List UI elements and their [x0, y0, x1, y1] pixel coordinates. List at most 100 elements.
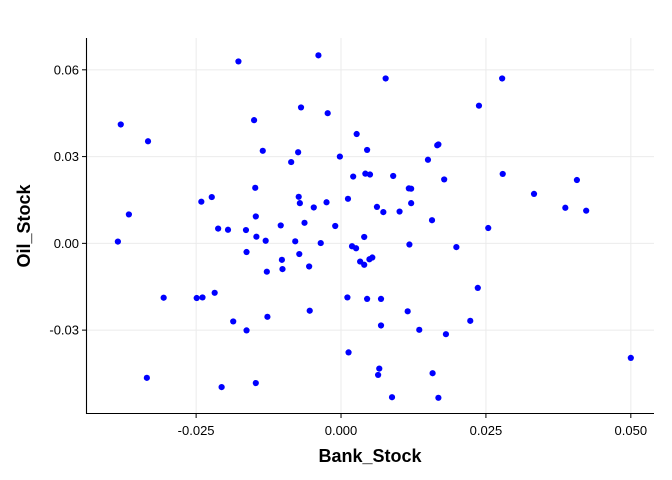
- data-point: [375, 371, 382, 379]
- data-point: [408, 200, 415, 207]
- data-point: [315, 52, 322, 59]
- data-point: [323, 199, 330, 206]
- data-point: [380, 209, 387, 216]
- y-tick-label: 0.06: [54, 62, 79, 77]
- data-point: [467, 317, 474, 324]
- data-point: [242, 226, 250, 234]
- data-point: [377, 295, 385, 302]
- data-point: [336, 153, 343, 160]
- data-point: [350, 173, 357, 180]
- data-point: [224, 226, 232, 233]
- data-point: [262, 237, 269, 244]
- data-point: [218, 384, 225, 391]
- data-point: [250, 117, 258, 124]
- x-tick-label: 0.025: [470, 423, 503, 438]
- data-point: [297, 104, 305, 111]
- data-point: [364, 295, 371, 302]
- data-point: [306, 263, 313, 270]
- data-point: [208, 193, 215, 201]
- data-point: [373, 203, 381, 211]
- data-point: [344, 195, 352, 202]
- data-point: [243, 248, 250, 256]
- data-point: [474, 284, 481, 291]
- data-point: [198, 198, 205, 205]
- data-points: [114, 52, 634, 401]
- data-point: [306, 307, 313, 314]
- data-point: [499, 170, 506, 178]
- data-point: [263, 268, 270, 275]
- data-point: [369, 254, 376, 261]
- x-axis-title: Bank_Stock: [318, 446, 422, 466]
- data-point: [366, 171, 374, 178]
- x-tick-label: -0.025: [178, 423, 215, 438]
- data-point: [345, 349, 352, 356]
- data-point: [143, 374, 150, 381]
- data-point: [252, 184, 259, 191]
- data-point: [406, 241, 413, 248]
- y-tick-label: 0.03: [54, 149, 79, 164]
- data-point: [429, 370, 436, 377]
- data-point: [382, 75, 389, 82]
- data-point: [442, 331, 450, 338]
- data-point: [243, 327, 250, 334]
- data-point: [288, 158, 295, 166]
- data-point: [362, 170, 369, 177]
- data-point: [211, 289, 218, 296]
- x-tick-label: 0.000: [325, 423, 358, 438]
- data-point: [627, 354, 634, 361]
- data-point: [388, 394, 396, 401]
- data-point: [252, 379, 259, 387]
- x-tick-label: 0.050: [615, 423, 648, 438]
- data-point: [230, 318, 237, 325]
- data-point: [428, 217, 436, 224]
- data-point: [279, 265, 286, 273]
- data-point: [264, 313, 271, 320]
- data-point: [435, 394, 442, 401]
- data-point: [441, 176, 448, 183]
- data-point: [117, 121, 124, 128]
- data-point: [475, 102, 483, 109]
- data-point: [193, 294, 200, 302]
- data-point: [361, 233, 368, 241]
- data-point: [160, 294, 167, 301]
- data-point: [562, 204, 569, 211]
- data-point: [296, 250, 303, 258]
- data-point: [296, 200, 303, 207]
- data-point: [252, 213, 259, 220]
- data-point: [424, 156, 432, 163]
- data-point: [235, 58, 242, 65]
- data-point: [485, 224, 492, 232]
- data-point: [199, 294, 206, 301]
- data-point: [277, 222, 284, 229]
- data-point: [144, 138, 152, 145]
- data-point: [352, 245, 360, 252]
- data-point: [376, 365, 383, 372]
- data-point: [317, 239, 324, 247]
- data-point: [404, 308, 411, 315]
- y-axis-ticks: -0.03 0.00 0.03 0.06: [49, 62, 86, 338]
- data-point: [364, 146, 371, 154]
- y-tick-label: 0.00: [54, 236, 79, 251]
- data-point: [434, 142, 441, 149]
- data-point: [310, 204, 317, 211]
- data-point: [377, 322, 385, 329]
- gridlines: [86, 38, 654, 414]
- y-axis-title: Oil_Stock: [14, 183, 34, 267]
- data-point: [583, 207, 590, 214]
- data-point: [390, 172, 397, 180]
- x-axis-ticks: -0.025 0.000 0.025 0.050: [178, 414, 647, 438]
- data-point: [259, 147, 266, 154]
- data-point: [295, 193, 302, 200]
- data-point: [344, 294, 351, 301]
- data-point: [324, 110, 331, 117]
- data-point: [278, 256, 286, 263]
- data-point: [453, 244, 460, 251]
- y-tick-label: -0.03: [49, 323, 79, 338]
- data-point: [295, 149, 302, 156]
- data-point: [332, 222, 339, 230]
- data-point: [408, 185, 415, 192]
- data-point: [357, 258, 364, 265]
- data-point: [292, 238, 299, 245]
- data-point: [499, 75, 506, 82]
